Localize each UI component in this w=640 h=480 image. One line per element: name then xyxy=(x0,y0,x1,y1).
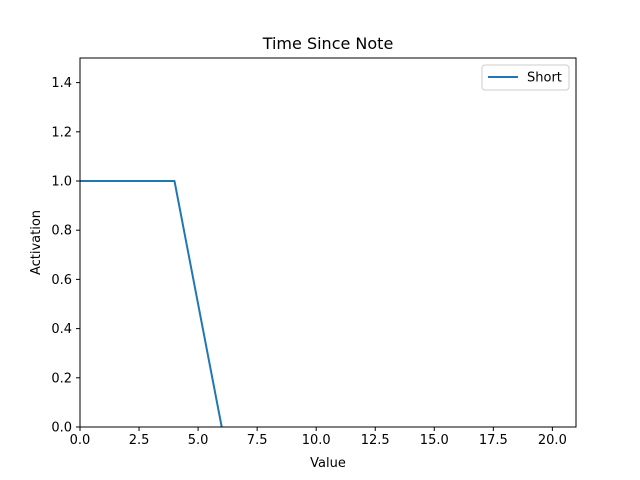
y-axis-label: Activation xyxy=(29,210,44,275)
legend: Short xyxy=(481,64,570,91)
chart-title: Time Since Note xyxy=(262,34,394,53)
x-tick-label: 20.0 xyxy=(538,433,567,448)
legend-label-short: Short xyxy=(527,71,562,86)
x-tick-label: 17.5 xyxy=(479,433,508,448)
y-tick-label: 0.8 xyxy=(51,224,72,239)
y-tick-label: 1.2 xyxy=(51,125,72,140)
legend-frame xyxy=(481,64,570,91)
series-layer xyxy=(80,180,223,427)
x-tick-label: 10.0 xyxy=(302,433,331,448)
x-tick-label: 5.0 xyxy=(188,433,209,448)
y-axis-ticks: 0.0 0.2 0.4 0.6 0.8 1.0 1.2 1.4 xyxy=(51,76,80,436)
plot-frame xyxy=(79,57,577,428)
y-tick-label: 0.4 xyxy=(51,322,72,337)
y-tick-label: 0.2 xyxy=(51,371,72,386)
x-tick-label: 12.5 xyxy=(361,433,390,448)
y-tick-label: 0.0 xyxy=(51,421,72,436)
y-tick-label: 1.0 xyxy=(51,175,72,190)
x-tick-label: 2.5 xyxy=(129,433,150,448)
plot-background xyxy=(80,58,576,427)
x-tick-label: 15.0 xyxy=(420,433,449,448)
x-tick-label: 0.0 xyxy=(70,433,91,448)
x-tick-label: 7.5 xyxy=(247,433,268,448)
y-tick-label: 1.4 xyxy=(51,76,72,91)
x-axis-ticks: 0.0 2.5 5.0 7.5 10.0 12.5 15.0 17.5 20.0 xyxy=(70,427,567,448)
series-line-short xyxy=(80,180,223,427)
y-tick-label: 0.6 xyxy=(51,273,72,288)
plot-area xyxy=(79,57,577,428)
x-axis-label: Value xyxy=(310,456,346,471)
